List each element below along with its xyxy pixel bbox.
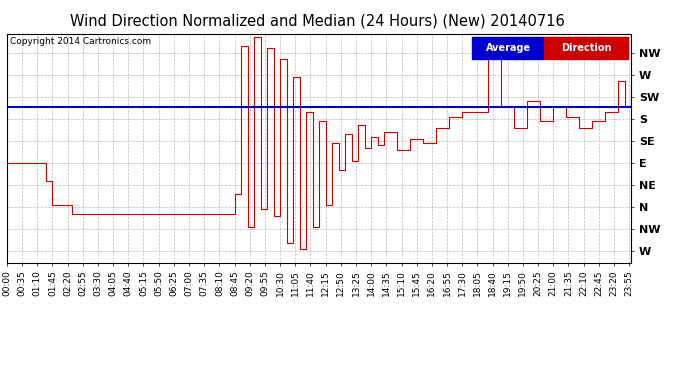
Text: Copyright 2014 Cartronics.com: Copyright 2014 Cartronics.com [10, 37, 151, 46]
Bar [472, 37, 544, 59]
Text: Average: Average [486, 43, 531, 53]
Text: Direction: Direction [561, 43, 611, 53]
Bar [544, 37, 628, 59]
Text: Wind Direction Normalized and Median (24 Hours) (New) 20140716: Wind Direction Normalized and Median (24… [70, 13, 565, 28]
